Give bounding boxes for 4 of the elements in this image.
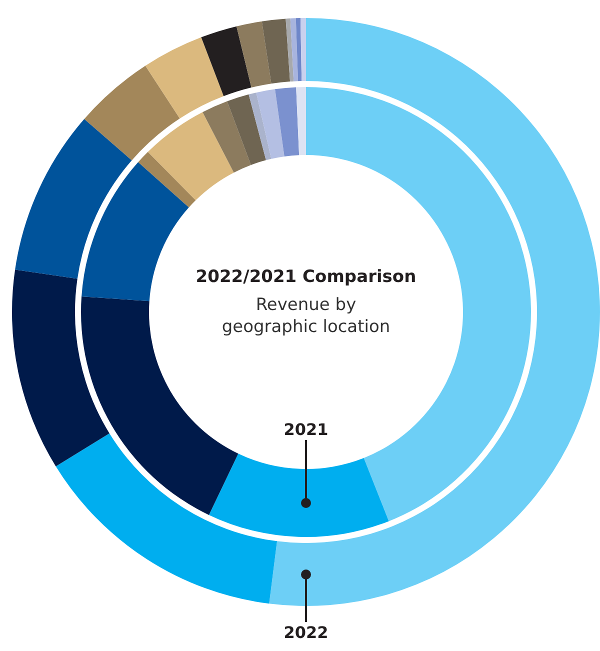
slice-label: 2021 xyxy=(284,420,328,439)
slice-label: 2022 xyxy=(284,623,328,642)
text: Revenue by geographic location xyxy=(222,295,390,337)
text: 2022/2021 Comparison xyxy=(196,267,416,287)
